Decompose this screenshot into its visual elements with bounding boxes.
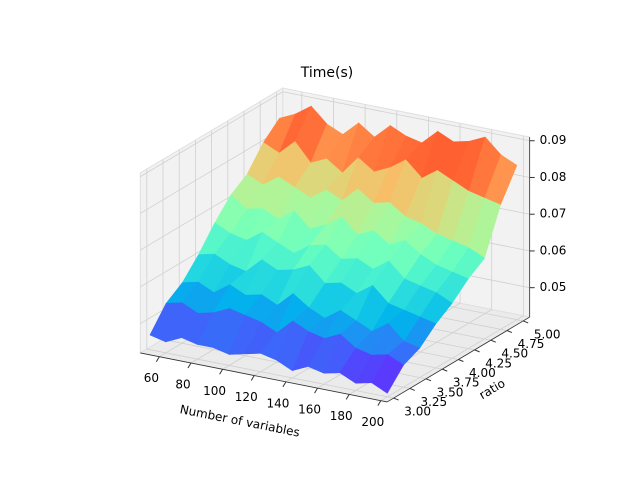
tick-mark bbox=[409, 387, 416, 391]
y-tick-label: 3.00 bbox=[404, 405, 431, 419]
axis-line bbox=[140, 352, 388, 403]
tick-mark bbox=[458, 359, 464, 362]
tick-mark bbox=[377, 400, 382, 406]
tick-mark bbox=[442, 368, 448, 372]
tick-mark bbox=[187, 362, 192, 369]
x-tick-label: 100 bbox=[203, 384, 226, 398]
tick-mark bbox=[506, 330, 513, 334]
tick-mark bbox=[522, 320, 529, 324]
y-tick-label: 3.25 bbox=[420, 395, 447, 409]
y-tick-label: 4.75 bbox=[518, 337, 545, 351]
y-tick-label: 4.00 bbox=[469, 366, 496, 380]
x-tick-label: 60 bbox=[144, 371, 159, 385]
y-tick-label: 3.75 bbox=[453, 376, 480, 390]
z-tick-label: 0.05 bbox=[540, 280, 567, 294]
y-tick-label: 4.25 bbox=[485, 356, 512, 370]
surface-patch bbox=[484, 154, 518, 205]
tick-mark bbox=[282, 381, 287, 388]
chart-title: Time(s) bbox=[300, 65, 353, 81]
z-tick-label: 0.07 bbox=[540, 207, 567, 221]
tick-mark bbox=[393, 397, 399, 401]
x-tick-label: 140 bbox=[266, 396, 289, 410]
tick-mark bbox=[314, 387, 318, 394]
axis-line bbox=[386, 316, 530, 403]
x-tick-label: 180 bbox=[330, 409, 353, 423]
z-tick-label: 0.06 bbox=[540, 243, 567, 257]
x-tick-label: 160 bbox=[298, 403, 321, 417]
surface-patch bbox=[371, 354, 404, 394]
tick-mark bbox=[490, 339, 496, 343]
y-tick-label: 5.00 bbox=[534, 327, 561, 341]
x-tick-label: 120 bbox=[235, 390, 258, 404]
tick-mark bbox=[250, 375, 255, 381]
x-tick-label: 80 bbox=[175, 377, 190, 391]
tick-mark bbox=[425, 378, 432, 382]
grid-line bbox=[140, 128, 284, 214]
z-tick-label: 0.09 bbox=[540, 133, 567, 147]
y-tick-label: 3.50 bbox=[437, 385, 464, 399]
grid-line bbox=[140, 91, 284, 177]
grid-line bbox=[282, 91, 530, 142]
tick-mark bbox=[345, 394, 350, 400]
y-tick-label: 4.50 bbox=[501, 347, 528, 361]
tick-mark bbox=[474, 349, 480, 353]
grid-line bbox=[146, 348, 394, 399]
z-tick-label: 0.08 bbox=[540, 170, 567, 184]
tick-mark bbox=[155, 356, 160, 362]
tick-mark bbox=[219, 369, 224, 375]
x-tick-label: 200 bbox=[361, 415, 384, 429]
